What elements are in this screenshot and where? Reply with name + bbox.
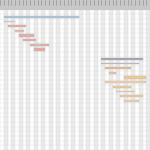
Bar (109, 72, 116, 74)
Bar (15, 30, 24, 32)
Bar (4, 16, 79, 18)
Bar (124, 100, 139, 102)
Bar (8, 25, 26, 27)
Bar (22, 0, 26, 150)
Bar (146, 0, 150, 150)
Bar (120, 0, 124, 150)
Bar (124, 0, 128, 150)
Bar (139, 0, 142, 150)
Bar (41, 0, 45, 150)
Bar (52, 0, 56, 150)
Bar (86, 0, 90, 150)
Bar (112, 86, 131, 88)
Bar (75, 0, 79, 150)
Bar (105, 81, 146, 83)
Bar (34, 44, 41, 46)
Bar (4, 21, 15, 22)
Bar (112, 0, 116, 150)
Bar (79, 0, 82, 150)
Bar (142, 0, 146, 150)
Bar (135, 0, 139, 150)
Bar (19, 34, 34, 37)
Bar (131, 0, 135, 150)
Bar (64, 0, 68, 150)
Bar (26, 0, 30, 150)
Bar (90, 0, 94, 150)
Bar (34, 48, 45, 51)
Bar (4, 0, 8, 150)
Bar (105, 67, 131, 69)
Bar (124, 76, 146, 79)
Bar (30, 44, 49, 46)
Bar (116, 91, 135, 93)
Bar (45, 0, 49, 150)
Bar (56, 0, 60, 150)
Bar (94, 0, 98, 150)
Bar (71, 0, 75, 150)
Bar (19, 0, 22, 150)
Bar (128, 0, 131, 150)
Bar (11, 0, 15, 150)
Bar (22, 35, 34, 36)
Bar (120, 95, 142, 98)
Bar (101, 0, 105, 150)
Bar (116, 0, 120, 150)
Bar (0, 0, 150, 10)
Bar (101, 58, 142, 60)
Bar (101, 63, 139, 64)
Bar (8, 0, 11, 150)
Bar (34, 0, 38, 150)
Bar (22, 39, 36, 41)
Bar (68, 0, 71, 150)
Bar (30, 0, 34, 150)
Bar (15, 0, 19, 150)
Bar (0, 0, 4, 150)
Bar (38, 0, 41, 150)
Bar (109, 0, 112, 150)
Bar (60, 0, 64, 150)
Bar (82, 0, 86, 150)
Bar (105, 0, 109, 150)
Bar (98, 0, 101, 150)
Bar (49, 0, 52, 150)
